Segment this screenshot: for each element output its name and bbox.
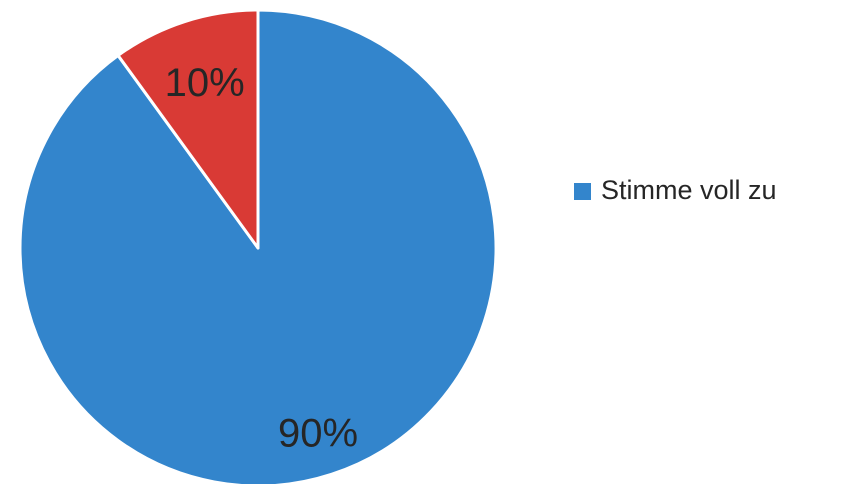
pie-slice-2 (116, 8, 260, 250)
legend-label: Stimme voll zu (601, 175, 777, 205)
legend: Stimme voll zu (574, 175, 777, 205)
slice-label-1: 90% (278, 412, 358, 456)
pie-slices (18, 8, 498, 484)
slice-label-2: 10% (165, 61, 245, 105)
legend-swatch (574, 183, 591, 200)
pie-slice-labels: 90% 10% (165, 61, 358, 456)
